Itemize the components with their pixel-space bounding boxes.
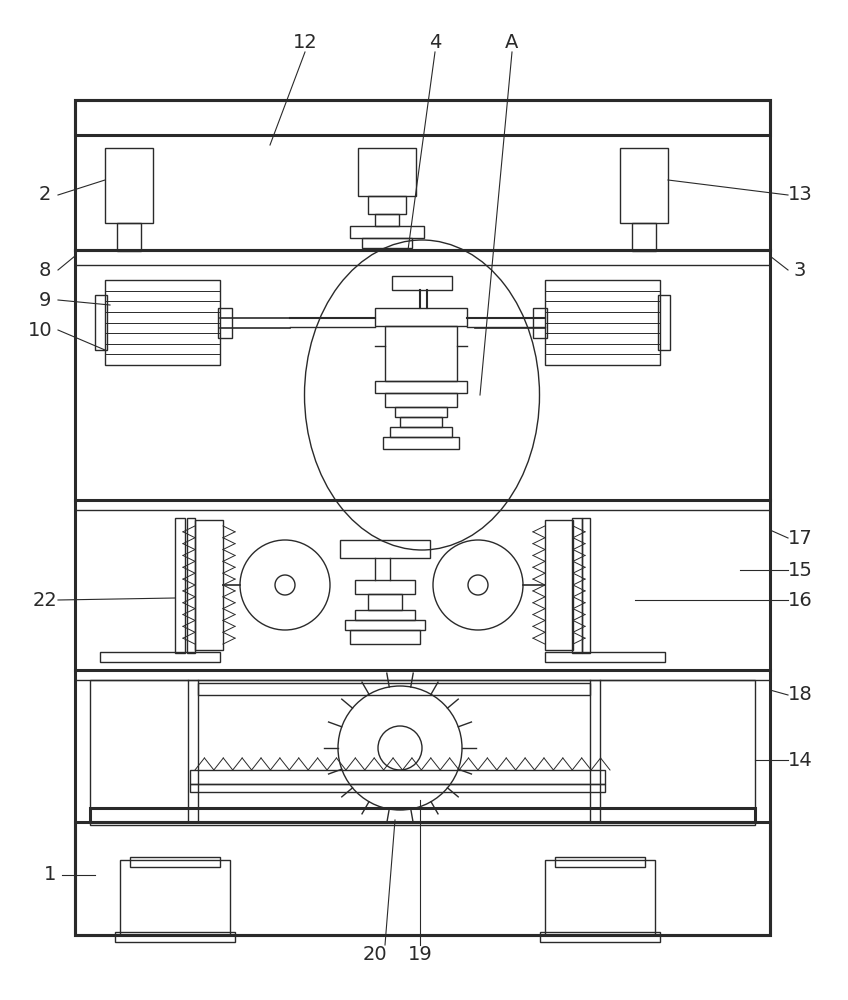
Text: 12: 12 <box>293 32 317 51</box>
Bar <box>345 620 425 630</box>
Bar <box>105 280 220 365</box>
Bar <box>658 295 670 350</box>
Text: 14: 14 <box>788 750 812 770</box>
Text: 13: 13 <box>788 186 812 205</box>
Text: 8: 8 <box>39 260 51 279</box>
Bar <box>545 652 665 662</box>
Text: A: A <box>505 32 519 51</box>
Bar <box>130 857 220 867</box>
Bar <box>540 932 660 942</box>
Bar <box>375 381 467 393</box>
Bar <box>368 594 402 610</box>
Bar <box>198 683 590 695</box>
Bar <box>390 427 452 437</box>
Bar <box>350 630 420 644</box>
Text: 18: 18 <box>788 686 812 704</box>
Bar <box>355 580 415 594</box>
Bar <box>340 540 430 558</box>
Bar <box>358 148 416 196</box>
Bar <box>195 520 223 650</box>
Bar <box>545 520 573 650</box>
Bar <box>545 860 655 935</box>
Bar <box>75 100 770 135</box>
Bar <box>362 238 412 248</box>
Text: 10: 10 <box>28 320 53 340</box>
Text: 20: 20 <box>363 946 388 964</box>
Bar <box>375 308 467 326</box>
Text: 19: 19 <box>408 946 432 964</box>
Text: 15: 15 <box>788 560 812 580</box>
Bar <box>100 652 220 662</box>
Bar <box>632 223 656 251</box>
Bar <box>218 308 232 338</box>
Bar <box>383 437 459 449</box>
Bar <box>368 196 406 214</box>
Bar <box>620 148 668 223</box>
Text: 3: 3 <box>794 260 806 279</box>
Bar <box>90 680 755 825</box>
Bar <box>375 214 399 226</box>
Bar <box>395 407 447 417</box>
Bar <box>582 518 590 653</box>
Bar <box>545 280 660 365</box>
Text: 17: 17 <box>788 528 812 548</box>
Bar <box>385 326 457 381</box>
Bar <box>400 417 442 427</box>
Text: 4: 4 <box>429 32 441 51</box>
Bar <box>175 518 185 653</box>
Bar <box>75 822 770 935</box>
Text: 2: 2 <box>39 186 51 205</box>
Bar <box>90 808 755 822</box>
Text: 1: 1 <box>44 865 56 884</box>
Bar <box>555 857 645 867</box>
Bar <box>120 860 230 935</box>
Text: 16: 16 <box>788 590 812 609</box>
Bar <box>572 518 582 653</box>
Text: 9: 9 <box>39 290 51 310</box>
Bar <box>187 518 195 653</box>
Bar <box>355 610 415 620</box>
Bar <box>105 148 153 223</box>
Bar <box>95 295 107 350</box>
Bar <box>75 100 770 935</box>
Bar <box>385 393 457 407</box>
Bar <box>190 784 605 792</box>
Bar <box>117 223 141 251</box>
Bar <box>533 308 547 338</box>
Bar <box>392 276 452 290</box>
Text: 22: 22 <box>32 590 58 609</box>
Bar <box>115 932 235 942</box>
Bar <box>350 226 424 238</box>
Bar <box>190 770 605 784</box>
